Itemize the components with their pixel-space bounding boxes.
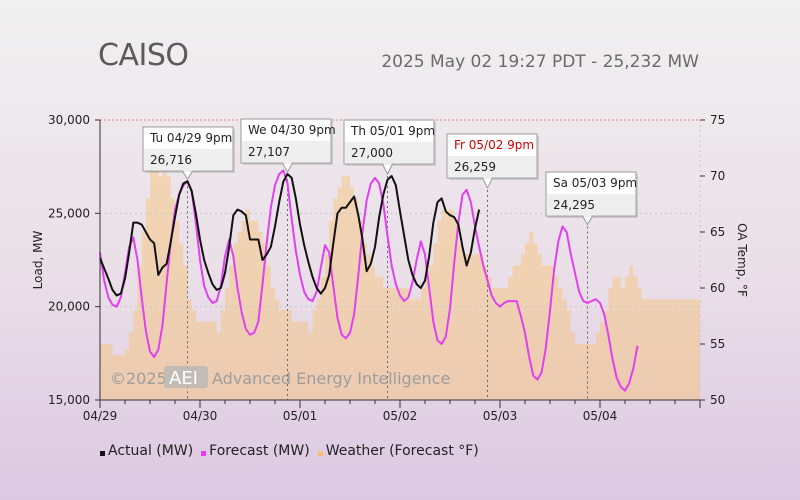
watermark-logo: AEI — [169, 368, 198, 389]
x-tick-label: 05/03 — [483, 409, 518, 423]
y-right-tick-label: 70 — [710, 169, 725, 183]
legend-item-actual[interactable]: Actual (MW) — [100, 443, 193, 459]
tooltip-label: Tu 04/29 9pm — [149, 131, 232, 145]
legend-swatch-weather — [317, 450, 323, 456]
y-left-tick-label: 30,000 — [48, 113, 90, 127]
legend-label-actual: Actual (MW) — [108, 443, 194, 459]
peak-labels: Tu 04/29 9pm 26,716 We 04/30 9pm 27,107 Th 0… — [142, 118, 638, 226]
tooltip-value: 27,000 — [351, 146, 393, 160]
y-left-tick-label: 20,000 — [48, 300, 90, 314]
tooltip-box-lower — [448, 156, 536, 177]
tooltip-value: 26,259 — [454, 160, 496, 174]
tooltip-box-lower — [345, 142, 433, 163]
peak-tooltip: Th 05/01 9pm 27,000 — [343, 119, 436, 176]
timestamp-reading: 2025 May 02 19:27 PDT - 25,232 MW — [381, 52, 699, 72]
tooltip-box-lower — [547, 194, 635, 215]
series-layer — [99, 169, 639, 392]
x-tick-label: 05/01 — [283, 409, 318, 423]
grid-layer — [100, 119, 701, 400]
page-title: CAISO — [98, 38, 189, 73]
legend-label-weather: Weather (Forecast °F) — [325, 443, 479, 459]
weather-area — [100, 164, 700, 400]
tooltip-pointer — [181, 170, 194, 181]
y-left-tick-label: 25,000 — [48, 206, 90, 220]
peak-tooltip: Tu 04/29 9pm 26,716 — [142, 126, 235, 181]
y-left-axis-title: Load, MW — [31, 231, 45, 290]
tooltip-pointer — [581, 215, 594, 226]
peak-tooltip: Fr 05/02 9pm 26,259 — [446, 133, 539, 189]
tooltip-label: We 04/30 9pm — [248, 123, 336, 137]
tooltip-box-lower — [144, 149, 232, 170]
legend: Actual (MW) Forecast (MW) Weather (Forec… — [100, 443, 479, 459]
tooltip-pointer — [481, 177, 494, 189]
legend-item-weather[interactable]: Weather (Forecast °F) — [317, 443, 479, 459]
y-right-tick-label: 65 — [710, 225, 725, 239]
x-tick-label: 04/30 — [183, 409, 218, 423]
watermark-text: Advanced Energy Intelligence — [212, 369, 450, 388]
tooltip-pointer — [381, 163, 394, 176]
x-tick-label: 05/02 — [383, 409, 418, 423]
tooltip-value: 24,295 — [553, 198, 595, 212]
y-right-tick-label: 60 — [710, 281, 725, 295]
tooltip-label: Th 05/01 9pm — [350, 124, 435, 138]
tooltip-value: 26,716 — [150, 153, 192, 167]
legend-item-forecast[interactable]: Forecast (MW) — [201, 443, 310, 459]
peak-tooltip: We 04/30 9pm 27,107 — [240, 118, 336, 174]
weather-area-layer — [100, 164, 700, 400]
watermark-logo-box — [164, 366, 208, 388]
peak-tooltip: Sa 05/03 9pm 24,295 — [545, 171, 638, 226]
y-right-axis-title: OA Temp, °F — [735, 223, 749, 297]
tooltip-label: Sa 05/03 9pm — [553, 176, 637, 190]
legend-swatch-forecast — [201, 450, 207, 456]
x-tick-label: 05/04 — [583, 409, 618, 423]
tooltip-label: Fr 05/02 9pm — [454, 138, 534, 152]
tooltip-value: 27,107 — [248, 145, 290, 159]
tooltip-box-lower — [242, 141, 330, 162]
legend-label-forecast: Forecast (MW) — [209, 443, 310, 459]
watermark: ©2025 AEI Advanced Energy Intelligence — [110, 366, 450, 389]
x-tick-label: 04/29 — [83, 409, 118, 423]
y-left-tick-label: 15,000 — [48, 393, 90, 407]
axis-layer: 15,000 20,000 25,000 30,000 50 55 60 65 70 75 04/2… — [31, 113, 749, 423]
legend-swatch-actual — [100, 450, 105, 456]
y-right-tick-label: 75 — [710, 113, 725, 127]
y-right-tick-label: 55 — [710, 337, 725, 351]
y-right-tick-label: 50 — [710, 393, 725, 407]
actual-line — [99, 173, 481, 297]
watermark-year: ©2025 — [110, 369, 167, 388]
